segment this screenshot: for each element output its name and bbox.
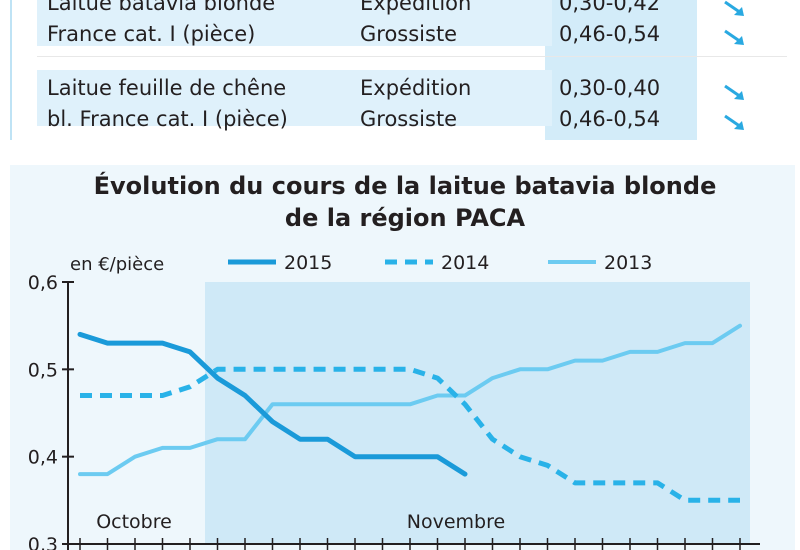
down-arrow-icon (724, 84, 744, 100)
group-band-2 (37, 70, 552, 126)
down-arrow-icon (724, 29, 744, 45)
price-range: 0,30-0,42 (559, 0, 661, 15)
stage-label: Expédition (360, 0, 472, 15)
x-section-label: Octobre (96, 511, 172, 533)
y-axis-unit-label: en €/pièce (70, 254, 164, 275)
down-arrow-icon (724, 114, 744, 130)
product-name-line1: Laitue feuille de chêne (47, 76, 287, 100)
group-divider (37, 56, 787, 57)
november-shade (205, 282, 750, 544)
legend-label-2013: 2013 (604, 252, 652, 274)
legend-label-2015: 2015 (284, 252, 332, 274)
stage-label: Grossiste (360, 107, 458, 131)
product-name-line1: Laitue batavia blonde (47, 0, 276, 15)
y-tick-label: 0,6 (28, 272, 58, 294)
y-tick-label: 0,3 (28, 534, 58, 550)
product-name-line2: France cat. I (pièce) (47, 22, 256, 46)
price-column-band (545, 0, 697, 140)
legend-label-2014: 2014 (441, 252, 489, 274)
stage-label: Grossiste (360, 22, 458, 46)
price-table: Laitue batavia blonde France cat. I (piè… (10, 0, 800, 140)
stage-label: Expédition (360, 76, 472, 100)
series-line-2014 (80, 366, 740, 503)
series-line-2015 (77, 331, 468, 477)
x-section-label: Novembre (407, 511, 505, 533)
group-band-1 (37, 0, 552, 46)
y-tick-label: 0,5 (28, 359, 58, 381)
down-arrow-icon (724, 0, 744, 16)
price-range: 0,30-0,40 (559, 76, 661, 100)
price-range: 0,46-0,54 (559, 107, 661, 131)
y-tick-label: 0,4 (28, 447, 58, 469)
chart-title-line1: Évolution du cours de la laitue batavia … (93, 172, 717, 200)
product-name-line2: bl. France cat. I (pièce) (47, 107, 288, 131)
series-line-2013 (78, 323, 742, 477)
chart-title-line2: de la région PACA (284, 204, 526, 232)
price-range: 0,46-0,54 (559, 22, 661, 46)
